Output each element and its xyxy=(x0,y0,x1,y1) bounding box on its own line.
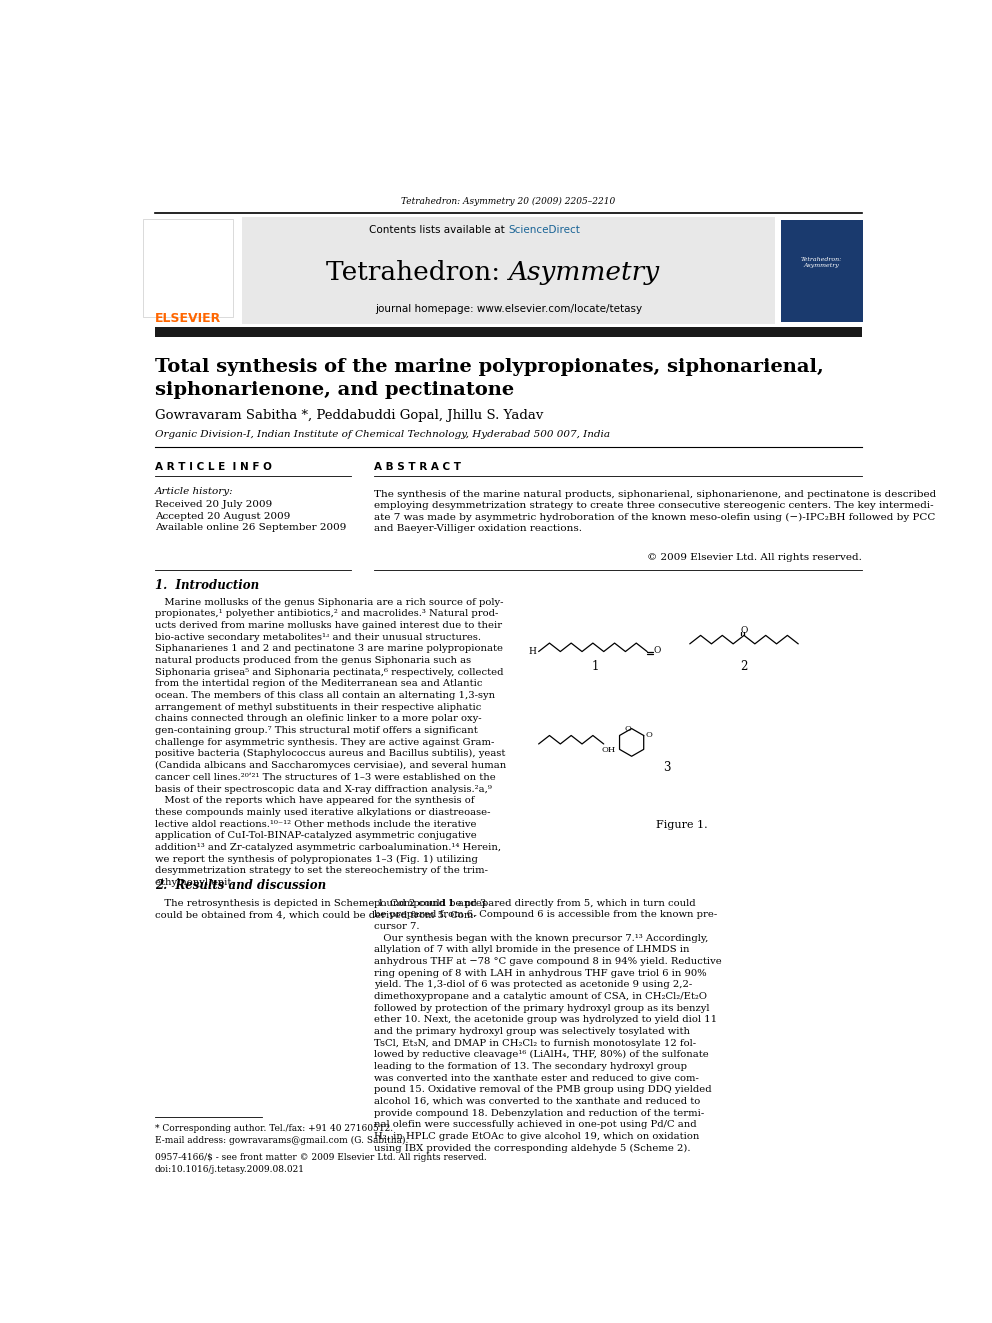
Text: 1.  Introduction: 1. Introduction xyxy=(155,579,259,591)
Text: 2.  Results and discussion: 2. Results and discussion xyxy=(155,880,326,892)
Text: E-mail address: gowravarams@gmail.com (G. Sabitha).: E-mail address: gowravarams@gmail.com (G… xyxy=(155,1136,408,1146)
Bar xyxy=(155,327,862,337)
Text: A R T I C L E  I N F O: A R T I C L E I N F O xyxy=(155,462,272,472)
Text: O: O xyxy=(624,725,631,733)
Text: H: H xyxy=(529,647,537,656)
Text: Figure 1.: Figure 1. xyxy=(656,820,708,830)
Text: O: O xyxy=(740,626,748,635)
FancyBboxPatch shape xyxy=(782,221,863,321)
Text: Tetrahedron: Asymmetry 20 (2009) 2205–2210: Tetrahedron: Asymmetry 20 (2009) 2205–22… xyxy=(402,197,615,205)
Text: OH: OH xyxy=(601,746,615,754)
Text: Organic Division-I, Indian Institute of Chemical Technology, Hyderabad 500 007, : Organic Division-I, Indian Institute of … xyxy=(155,430,610,439)
Text: O: O xyxy=(654,646,661,655)
Text: O: O xyxy=(646,730,653,738)
Text: 3: 3 xyxy=(663,761,671,774)
Text: Contents lists available at: Contents lists available at xyxy=(369,225,509,235)
Text: Asymmetry: Asymmetry xyxy=(509,261,660,286)
Text: Tetrahedron:: Tetrahedron: xyxy=(326,261,509,286)
Text: 1: 1 xyxy=(591,660,599,673)
Text: journal homepage: www.elsevier.com/locate/tetasy: journal homepage: www.elsevier.com/locat… xyxy=(375,304,642,314)
Text: Available online 26 September 2009: Available online 26 September 2009 xyxy=(155,523,346,532)
Text: doi:10.1016/j.tetasy.2009.08.021: doi:10.1016/j.tetasy.2009.08.021 xyxy=(155,1164,305,1174)
Text: The synthesis of the marine natural products, siphonarienal, siphonarienone, and: The synthesis of the marine natural prod… xyxy=(374,490,936,533)
Text: pound 2 could be prepared directly from 5, which in turn could
be prepared from : pound 2 could be prepared directly from … xyxy=(374,898,721,1152)
Text: siphonarienone, and pectinatone: siphonarienone, and pectinatone xyxy=(155,381,514,398)
Text: 2: 2 xyxy=(740,660,748,673)
Text: 0957-4166/$ - see front matter © 2009 Elsevier Ltd. All rights reserved.: 0957-4166/$ - see front matter © 2009 El… xyxy=(155,1152,486,1162)
Text: © 2009 Elsevier Ltd. All rights reserved.: © 2009 Elsevier Ltd. All rights reserved… xyxy=(647,553,862,562)
Text: Received 20 July 2009: Received 20 July 2009 xyxy=(155,500,272,509)
Text: The retrosynthesis is depicted in Scheme 1. Compound 1 and 3
could be obtained f: The retrosynthesis is depicted in Scheme… xyxy=(155,898,486,919)
Text: ScienceDirect: ScienceDirect xyxy=(509,225,580,235)
Text: A B S T R A C T: A B S T R A C T xyxy=(374,462,461,472)
FancyBboxPatch shape xyxy=(242,217,775,324)
Text: Tetrahedron:
Asymmetry: Tetrahedron: Asymmetry xyxy=(801,257,842,269)
Text: ELSEVIER: ELSEVIER xyxy=(155,312,220,324)
FancyBboxPatch shape xyxy=(144,218,232,316)
Text: * Corresponding author. Tel./fax: +91 40 27160512.: * Corresponding author. Tel./fax: +91 40… xyxy=(155,1125,393,1134)
Text: Total synthesis of the marine polypropionates, siphonarienal,: Total synthesis of the marine polypropio… xyxy=(155,357,823,376)
Text: Accepted 20 August 2009: Accepted 20 August 2009 xyxy=(155,512,290,520)
Text: Gowravaram Sabitha *, Peddabuddi Gopal, Jhillu S. Yadav: Gowravaram Sabitha *, Peddabuddi Gopal, … xyxy=(155,409,544,422)
Text: Marine mollusks of the genus Siphonaria are a rich source of poly-
propionates,¹: Marine mollusks of the genus Siphonaria … xyxy=(155,598,506,886)
Text: Article history:: Article history: xyxy=(155,487,233,496)
